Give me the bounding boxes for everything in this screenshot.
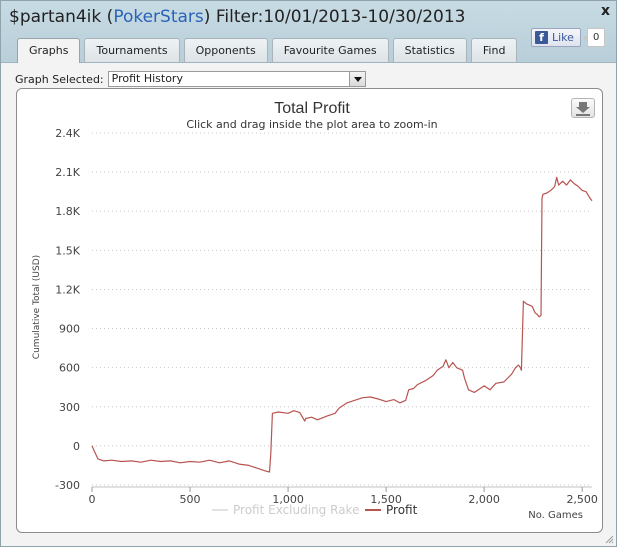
close-button[interactable]: x [600, 3, 610, 19]
facebook-icon: f [535, 31, 548, 44]
facebook-like-count: 0 [582, 28, 606, 47]
resize-grip-icon[interactable] [604, 534, 614, 544]
tab-bar: Graphs Tournaments Opponents Favourite G… [17, 38, 521, 63]
chart-subtitle: Click and drag inside the plot area to z… [186, 118, 437, 131]
y-tick-label: 900 [59, 323, 80, 336]
series-line-1 [91, 176, 593, 473]
graph-select-value: Profit History [111, 72, 183, 85]
chart-legend[interactable]: Profit Excluding Rake Profit [212, 503, 418, 517]
site-link[interactable]: PokerStars [113, 7, 204, 27]
title-bar: $partan4ik (PokerStars) Filter:10/01/201… [1, 1, 616, 63]
graph-select-dropdown[interactable]: Profit History [107, 71, 366, 87]
tab-graphs[interactable]: Graphs [17, 38, 81, 63]
y-tick-label: 0 [73, 440, 80, 453]
facebook-like-label: Like [552, 31, 574, 44]
y-tick-label: -300 [55, 479, 80, 492]
legend-label: Profit Excluding Rake [233, 503, 359, 517]
facebook-like-button[interactable]: f Like [531, 28, 581, 47]
y-tick-label: 1.2K [55, 283, 80, 296]
window-title: $partan4ik (PokerStars) Filter:10/01/201… [9, 7, 466, 27]
y-tick-label: 2.1K [55, 166, 80, 179]
graph-selector: Graph Selected: Profit History [15, 71, 366, 87]
x-axis-label: No. Games [528, 510, 583, 521]
x-tick-label: 0 [89, 493, 96, 506]
x-axis-ticks: 0 500 1,000 1,500 2,000 2,500 [89, 486, 598, 506]
y-tick-label: 1.5K [55, 244, 80, 257]
x-tick-label: 1,000 [272, 493, 304, 506]
tab-find[interactable]: Find [470, 38, 518, 62]
x-tick-label: 1,500 [370, 493, 402, 506]
grid-lines [92, 132, 592, 486]
filter-label: Filter:10/01/2013-10/30/2013 [215, 7, 466, 27]
tab-favourite-games[interactable]: Favourite Games [271, 38, 389, 62]
y-tick-label: 600 [59, 362, 80, 375]
tab-opponents[interactable]: Opponents [183, 38, 268, 62]
graph-selector-label: Graph Selected: [15, 72, 104, 86]
legend-label: Profit [386, 503, 418, 517]
tab-tournaments[interactable]: Tournaments [84, 38, 180, 62]
facebook-like-widget: f Like 0 [531, 28, 606, 47]
dropdown-arrow-icon[interactable] [348, 72, 365, 86]
export-button[interactable] [571, 98, 595, 118]
y-tick-label: 300 [59, 401, 80, 414]
profit-chart[interactable]: Total Profit Click and drag inside the p… [17, 89, 602, 532]
chart-panel: Total Profit Click and drag inside the p… [16, 88, 603, 533]
x-tick-label: 2,500 [566, 493, 598, 506]
y-tick-label: 2.4K [55, 127, 80, 140]
chart-title: Total Profit [274, 100, 350, 117]
download-icon [576, 102, 590, 116]
y-axis-ticks: -300 0 300 600 900 1.2K 1.5K 1.8K 2.1K 2.4K [55, 127, 81, 492]
x-tick-label: 500 [180, 493, 201, 506]
y-tick-label: 1.8K [55, 205, 80, 218]
player-name: $partan4ik [9, 7, 102, 27]
series-lines [91, 176, 593, 473]
y-axis-label: Cumulative Total (USD) [32, 255, 42, 359]
x-tick-label: 2,000 [468, 493, 500, 506]
tab-statistics[interactable]: Statistics [392, 38, 467, 62]
